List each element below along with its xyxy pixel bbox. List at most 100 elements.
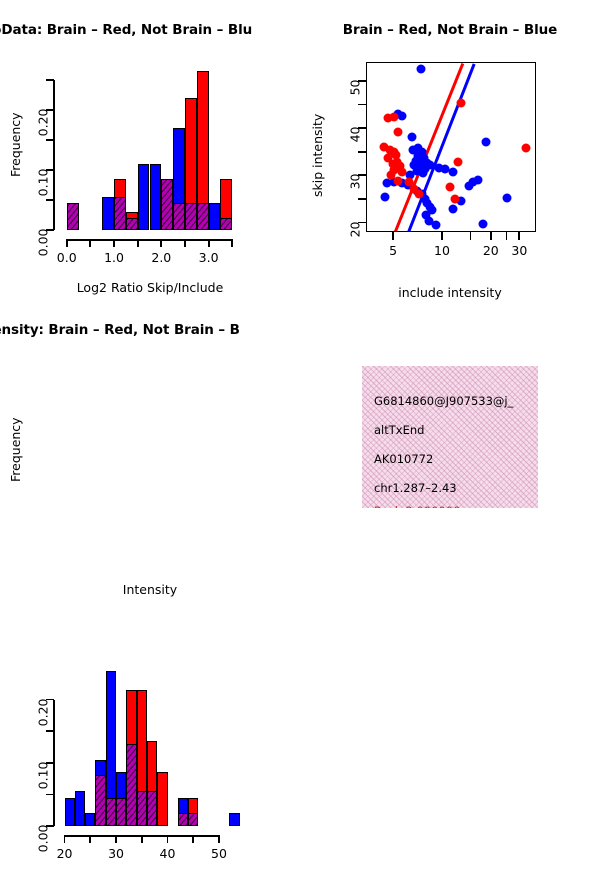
y-axis-tick	[358, 103, 366, 106]
scatter-point-brain	[404, 177, 414, 187]
info-panel: G6814860@J907533@j_ altTxEnd AK010772 ch…	[300, 300, 600, 600]
scatter-point-not-brain	[440, 164, 450, 174]
y-axis-tick-label: 0.20	[35, 108, 51, 137]
scatter-point-not-brain	[425, 160, 435, 170]
x-axis-tick	[192, 835, 195, 843]
histogram-bar-overlap	[146, 791, 158, 826]
histogram-bar-overlap	[177, 813, 189, 826]
scatter-point-brain	[445, 182, 455, 192]
gene-info-box: G6814860@J907533@j_ altTxEnd AK010772 ch…	[362, 366, 538, 508]
histogram-bar-overlap	[95, 775, 106, 826]
scatter-point-not-brain	[412, 166, 422, 176]
scatter-point-not-brain	[448, 204, 458, 214]
scatter-point-not-brain	[456, 196, 466, 206]
x-axis-tick	[392, 232, 395, 240]
y-axis-tick	[358, 79, 366, 82]
x-axis-tick-label: 30	[108, 846, 124, 861]
scatter-point-not-brain	[448, 167, 458, 177]
x-axis-tick	[89, 835, 92, 843]
histogram-bar-overlap	[184, 203, 197, 230]
intensity-histogram-xlabel: Intensity	[122, 582, 178, 597]
scatter-point-brain	[409, 184, 419, 194]
histogram-bar-overlap	[66, 203, 79, 230]
ratio-histogram-title: RatioData: Brain – Red, Not Brain – Blu	[0, 22, 253, 38]
ratio-histogram-xlabel: Log2 Ratio Skip/Include	[76, 280, 224, 295]
x-axis-tick	[89, 239, 92, 247]
scatter-point-not-brain	[418, 168, 428, 178]
intensity-histogram-title: ne Itensity: Brain – Red, Not Brain – B	[0, 322, 240, 338]
info-line-identifier: G6814860@J907533@j_	[374, 394, 514, 408]
histogram-bar-overlap	[105, 797, 117, 826]
histogram-bar-overlap	[173, 203, 185, 230]
scatter-point-brain	[386, 170, 396, 180]
scatter-point-brain	[395, 161, 405, 171]
y-axis-tick	[358, 150, 366, 153]
histogram-bar-overlap	[161, 179, 174, 230]
scatter-point-not-brain	[380, 192, 390, 202]
y-axis-tick	[46, 139, 54, 141]
y-axis-tick-label: 0.00	[35, 228, 51, 257]
scatter-point-brain	[450, 194, 460, 204]
x-axis-tick	[63, 835, 66, 843]
scatter-point-not-brain	[502, 193, 512, 203]
y-axis-tick	[358, 198, 366, 200]
x-axis-tick-label: 1.0	[104, 250, 124, 265]
x-axis-tick-label: 2.0	[151, 250, 172, 265]
y-axis-tick	[46, 229, 54, 231]
histogram-bar	[74, 791, 86, 826]
x-axis-tick-label: 0.0	[56, 250, 77, 265]
histogram-bar	[85, 813, 96, 826]
scatter-point-not-brain	[397, 111, 407, 121]
histogram-bar	[149, 164, 162, 230]
scatter-point-not-brain	[417, 147, 427, 157]
scatter-point-brain	[389, 165, 399, 175]
histogram-bar-overlap	[196, 203, 209, 230]
scatter-point-brain	[453, 157, 463, 167]
scatter-point-brain	[414, 189, 424, 199]
scatter-point-not-brain	[409, 160, 419, 170]
x-axis-tick	[231, 239, 234, 247]
x-axis-tick-label: 20	[482, 243, 499, 258]
x-axis-tick	[518, 232, 521, 240]
y-axis-tick	[46, 79, 54, 81]
x-axis-tick-label: 20	[56, 846, 73, 861]
scatter-point-not-brain	[431, 220, 441, 230]
x-axis-tick	[505, 232, 508, 240]
scatter-point-not-brain	[424, 216, 434, 226]
x-axis-tick	[115, 835, 117, 843]
scatter-point-brain	[456, 98, 466, 108]
histogram-bar	[64, 797, 75, 826]
histogram-bar	[137, 164, 150, 230]
scatter-point-brain	[383, 153, 393, 163]
scatter-panel: Brain – Red, Not Brain – Blue skip inten…	[300, 0, 600, 300]
info-line-event-type: altTxEnd	[374, 423, 425, 437]
scatter-point-not-brain	[434, 163, 444, 173]
histogram-bar	[229, 813, 240, 826]
y-axis-tick-label: 0.10	[35, 761, 51, 790]
histogram-bars	[62, 68, 237, 230]
scatter-point-not-brain	[416, 157, 426, 167]
histogram-bar-overlap	[126, 743, 137, 826]
histogram-bar-overlap	[116, 797, 127, 826]
scatter-ylabel: skip intensity	[310, 113, 325, 197]
histogram-bar-overlap	[220, 218, 233, 230]
scatter-point-not-brain	[382, 178, 392, 188]
x-axis-tick	[113, 239, 115, 247]
info-line-pval: Pval: 2.000000	[374, 504, 460, 508]
scatter-point-brain	[391, 150, 401, 160]
scatter-point-brain	[397, 167, 407, 177]
histogram-bar-overlap	[114, 197, 126, 230]
scatter-point-brain	[379, 142, 389, 152]
x-axis-tick	[207, 239, 210, 247]
scatter-point-not-brain	[473, 175, 483, 185]
scatter-point-brain	[389, 112, 399, 122]
x-axis-tick	[489, 232, 492, 240]
x-axis-tick-label: 40	[159, 846, 176, 861]
x-axis-tick	[469, 232, 472, 240]
scatter-point-not-brain	[420, 194, 430, 204]
histogram-bar-overlap	[136, 791, 147, 826]
scatter-point-brain	[393, 127, 403, 137]
scatter-point-not-brain	[481, 137, 491, 147]
x-axis-tick	[136, 239, 139, 247]
scatter-point-brain	[388, 159, 398, 169]
